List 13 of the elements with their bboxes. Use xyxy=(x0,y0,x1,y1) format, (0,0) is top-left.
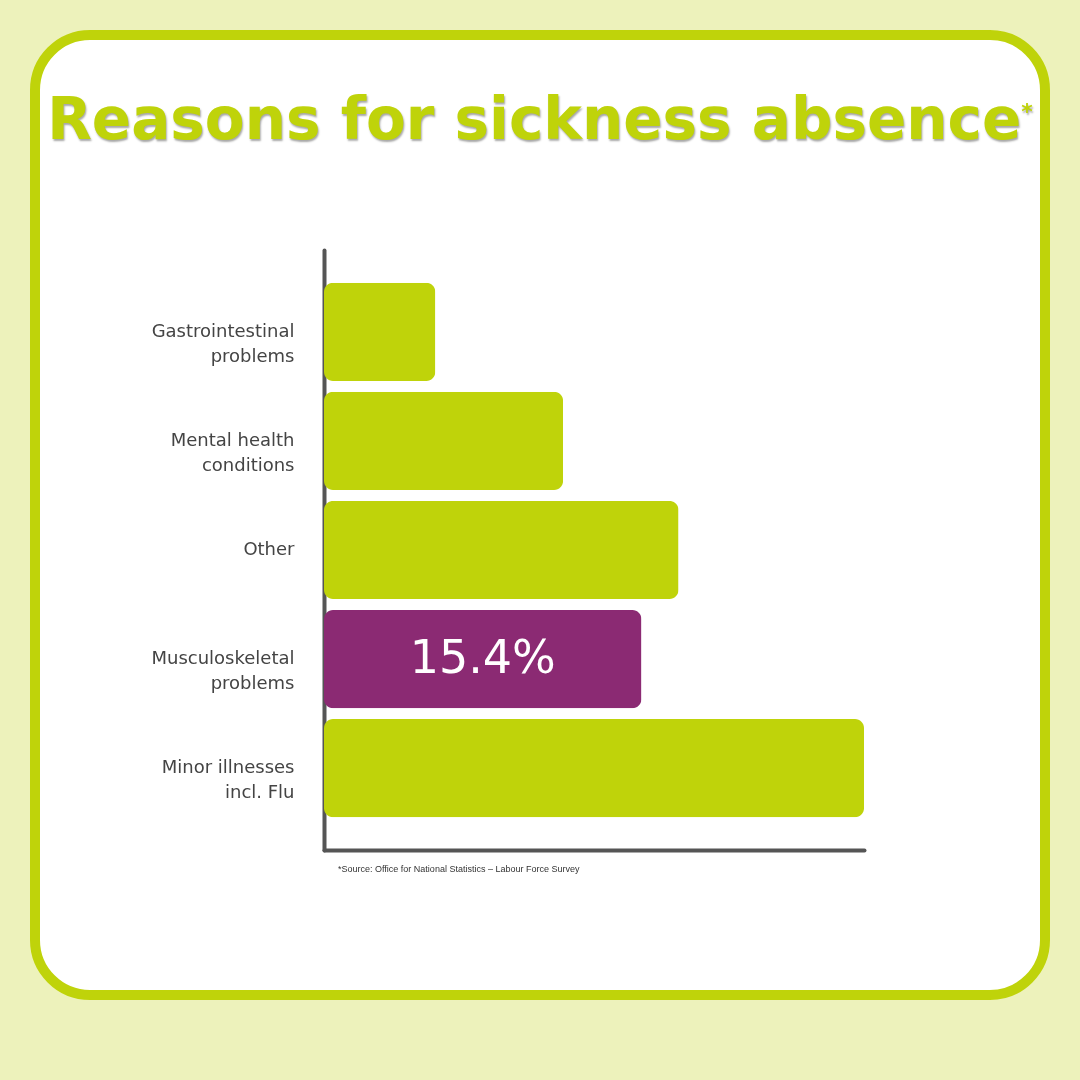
text: *Source: Office for National Statistics – Labour Force Survey xyxy=(338,864,580,874)
y-tick-label: Minor illnesses incl. Flu xyxy=(161,756,295,803)
bar xyxy=(324,391,564,490)
bar xyxy=(324,500,679,600)
y-tick-label: Gastrointestinal problems xyxy=(151,319,295,366)
bar xyxy=(324,610,642,709)
bar xyxy=(324,719,864,818)
y-tick-label: Musculoskeletal problems xyxy=(151,647,295,694)
y-tick-label: Other xyxy=(243,538,296,559)
bar xyxy=(324,282,436,381)
data-label: 15.4% xyxy=(409,630,556,685)
y-tick-label: Mental health conditions xyxy=(170,428,295,475)
chart-title: Reasons for sickness absence$^{*}$ xyxy=(46,85,1034,153)
